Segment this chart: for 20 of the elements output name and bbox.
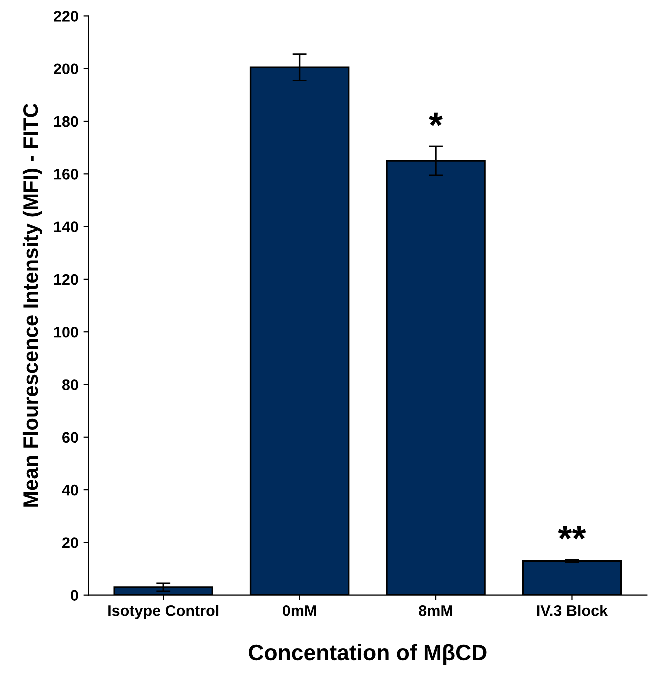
x-tick-label: IV.3 Block [537,605,608,616]
annotation: * [429,112,444,126]
x-tick-label: 8mM [419,605,452,616]
y-tick-label: 60 [62,432,78,444]
y-tick-label: 220 [54,11,78,22]
y-tick-label: 100 [54,326,78,338]
x-tick-label: 0mM [283,605,316,616]
x-axis-title: Concentation of MβCD [249,644,487,666]
annotation: ** [558,526,586,540]
y-tick-label: 140 [54,222,78,232]
y-tick-label: 20 [62,538,78,548]
y-tick-label: 160 [54,169,78,180]
y-axis-title: Mean Flourescence Intensity (MFI) - FITC [22,104,42,507]
y-tick-label: 120 [54,274,78,286]
y-tick-label: 180 [54,116,78,128]
y-tick-label: 80 [62,380,78,390]
y-tick-label: 0 [71,590,78,602]
y-tick-label: 200 [54,64,78,75]
x-tick-label: Isotype Control [108,605,219,620]
y-tick-label: 40 [62,484,78,496]
